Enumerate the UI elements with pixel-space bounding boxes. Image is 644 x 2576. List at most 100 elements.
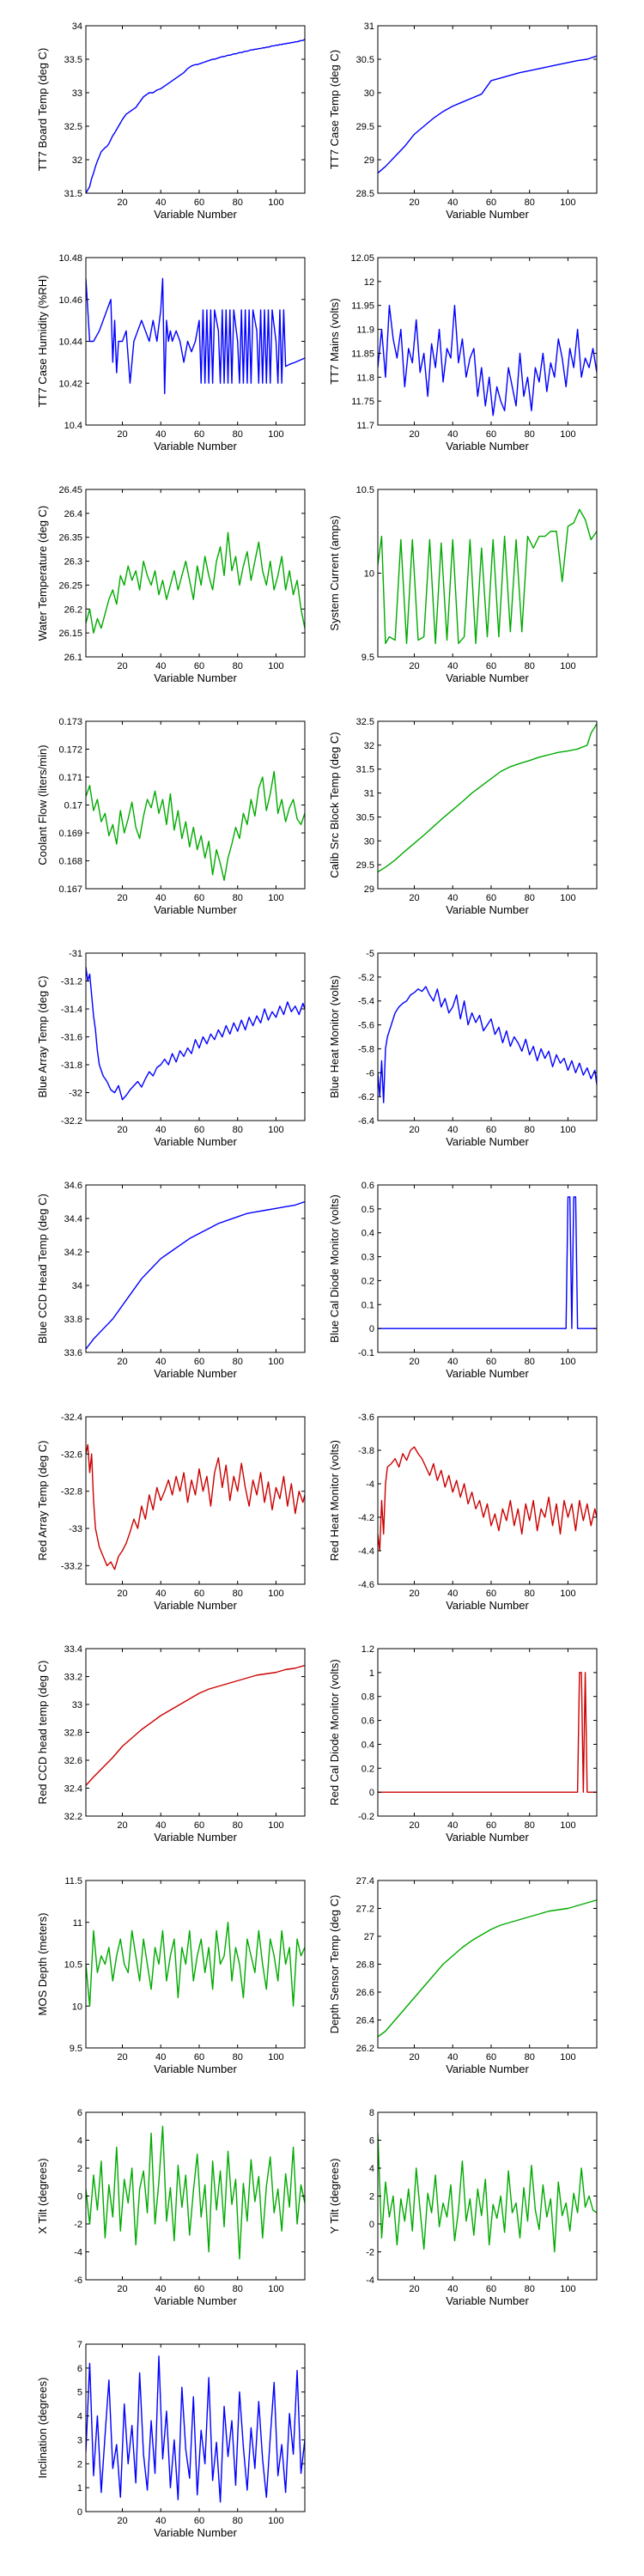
- x-tick-label: 40: [155, 2284, 166, 2294]
- x-tick-label: 60: [486, 661, 496, 671]
- y-tick-label: 0.171: [58, 773, 82, 783]
- x-tick-label: 40: [447, 2284, 458, 2294]
- x-tick-label: 60: [486, 1820, 496, 1831]
- y-tick-label: -32: [69, 1089, 82, 1099]
- x-tick-label: 40: [447, 429, 458, 440]
- x-tick-label: 80: [233, 1589, 243, 1599]
- y-tick-label: 32: [364, 741, 374, 751]
- x-axis-label: Variable Number: [446, 903, 529, 916]
- x-tick-label: 80: [233, 661, 243, 671]
- y-tick-label: 6: [77, 2108, 82, 2118]
- y-tick-label: 1.2: [361, 1644, 374, 1655]
- x-tick-label: 100: [268, 2284, 283, 2294]
- x-tick-label: 40: [155, 2052, 166, 2063]
- x-tick-label: 20: [409, 2284, 419, 2294]
- series-line-1: [86, 532, 305, 634]
- y-tick-label: 32: [72, 155, 82, 166]
- y-tick-label: 33.2: [64, 1673, 82, 1683]
- y-tick-label: -31.4: [61, 1005, 82, 1015]
- y-tick-label: 7: [77, 2340, 82, 2350]
- y-tick-label: 6: [369, 2136, 374, 2147]
- y-tick-label: 34.4: [64, 1214, 82, 1224]
- x-tick-label: 60: [194, 2516, 204, 2526]
- y-tick-label: -2: [366, 2248, 374, 2258]
- axis-frame: [377, 1416, 598, 1585]
- x-tick-label: 60: [486, 197, 496, 208]
- y-tick-label: 10.42: [58, 379, 82, 389]
- x-tick-label: 100: [268, 661, 283, 671]
- y-tick-label: 1: [77, 2483, 82, 2494]
- y-tick-label: 31.5: [64, 189, 82, 199]
- series-line-1: [378, 508, 597, 645]
- x-axis-label: Variable Number: [154, 2063, 237, 2075]
- y-tick-label: 27.4: [356, 1876, 374, 1886]
- x-tick-label: 100: [268, 1357, 283, 1367]
- chart-panel-19: 20 40 60 80 100 -6 -4 -2 0 2 4 6 Variable Number X Ti…: [36, 2108, 306, 2307]
- series-line-1: [378, 55, 597, 174]
- y-tick-label: -6: [74, 2275, 82, 2286]
- series-line-1: [86, 770, 305, 881]
- x-tick-label: 40: [155, 661, 166, 671]
- axis-frame: [85, 952, 306, 1121]
- x-tick-label: 40: [447, 661, 458, 671]
- chart-panel-17: 20 40 60 80 100 9.5 10 10.5 11 11.5 Variable Numbe…: [36, 1876, 306, 2075]
- x-axis-label: Variable Number: [154, 1135, 237, 1148]
- y-tick-label: -31.6: [61, 1033, 82, 1043]
- y-axis-label: MOS Depth (meters): [36, 1913, 49, 2016]
- axis-frame: [85, 1880, 306, 2049]
- y-tick-label: 11.7: [356, 421, 374, 431]
- x-tick-label: 80: [525, 429, 535, 440]
- y-axis-label: System Current (amps): [328, 515, 341, 630]
- y-tick-label: 0.173: [58, 717, 82, 727]
- x-tick-label: 40: [155, 2516, 166, 2526]
- x-tick-label: 60: [486, 1589, 496, 1599]
- x-tick-label: 80: [233, 1357, 243, 1367]
- x-axis-label: Variable Number: [446, 2294, 529, 2307]
- y-tick-label: -0.1: [358, 1348, 374, 1358]
- x-tick-label: 60: [194, 893, 204, 903]
- y-tick-label: 26.4: [64, 509, 82, 519]
- chart-panel-18: 20 40 60 80 100 26.2 26.4 26.6 26.8 27 27.2 27.4 Var…: [328, 1876, 598, 2075]
- y-tick-label: -32.6: [61, 1449, 82, 1460]
- x-tick-label: 100: [560, 429, 575, 440]
- x-axis-label: Variable Number: [446, 1831, 529, 1844]
- series-line-1: [86, 1200, 305, 1350]
- y-tick-label: 33.5: [64, 55, 82, 65]
- y-tick-label: 26.2: [356, 2044, 374, 2054]
- y-tick-label: 11.8: [356, 373, 374, 383]
- series-line-1: [86, 1664, 305, 1786]
- y-tick-label: 12.05: [350, 253, 374, 264]
- chart-panel-15: 20 40 60 80 100 32.2 32.4 32.6 32.8 33 33.2 33.4 Var…: [36, 1644, 306, 1844]
- y-tick-label: 2: [369, 2192, 374, 2202]
- y-tick-label: 30.5: [356, 812, 374, 823]
- y-tick-label: 26.25: [58, 580, 82, 591]
- y-tick-label: 11.85: [351, 349, 374, 359]
- x-tick-label: 80: [233, 1125, 243, 1135]
- y-tick-label: 28.5: [356, 189, 374, 199]
- axis-frame: [377, 25, 598, 194]
- x-tick-label: 40: [447, 2052, 458, 2063]
- x-axis-label: Variable Number: [154, 671, 237, 684]
- chart-panel-9: 20 40 60 80 100 -32.2 -32 -31.8 -31.6 -31.4 -31.2 -…: [36, 949, 306, 1148]
- x-tick-label: 100: [268, 1820, 283, 1831]
- x-tick-label: 60: [486, 1125, 496, 1135]
- y-tick-label: 2: [77, 2164, 82, 2174]
- y-tick-label: 0.17: [64, 801, 82, 811]
- y-tick-label: 4: [77, 2412, 82, 2422]
- x-axis-label: Variable Number: [154, 208, 237, 221]
- y-tick-label: 2: [77, 2459, 82, 2470]
- y-tick-label: 32.5: [64, 122, 82, 132]
- y-tick-label: 33.8: [64, 1315, 82, 1325]
- x-tick-label: 100: [268, 429, 283, 440]
- y-tick-label: -5.4: [358, 997, 374, 1007]
- x-tick-label: 60: [194, 429, 204, 440]
- y-tick-label: -6.2: [358, 1092, 374, 1103]
- x-axis-label: Variable Number: [154, 1367, 237, 1380]
- x-tick-label: 80: [233, 2284, 243, 2294]
- x-tick-label: 80: [525, 2052, 535, 2063]
- y-tick-label: -32.8: [61, 1487, 82, 1498]
- axis-frame: [85, 25, 306, 194]
- chart-panel-1: 20 40 60 80 100 31.5 32 32.5 33 33.5 34 Variable Nu…: [36, 21, 306, 221]
- chart-panel-12: 20 40 60 80 100 -0.1 0 0.1 0.2 0.3 0.4 0.5 0.6 Variab…: [328, 1181, 598, 1380]
- x-tick-label: 100: [560, 893, 575, 903]
